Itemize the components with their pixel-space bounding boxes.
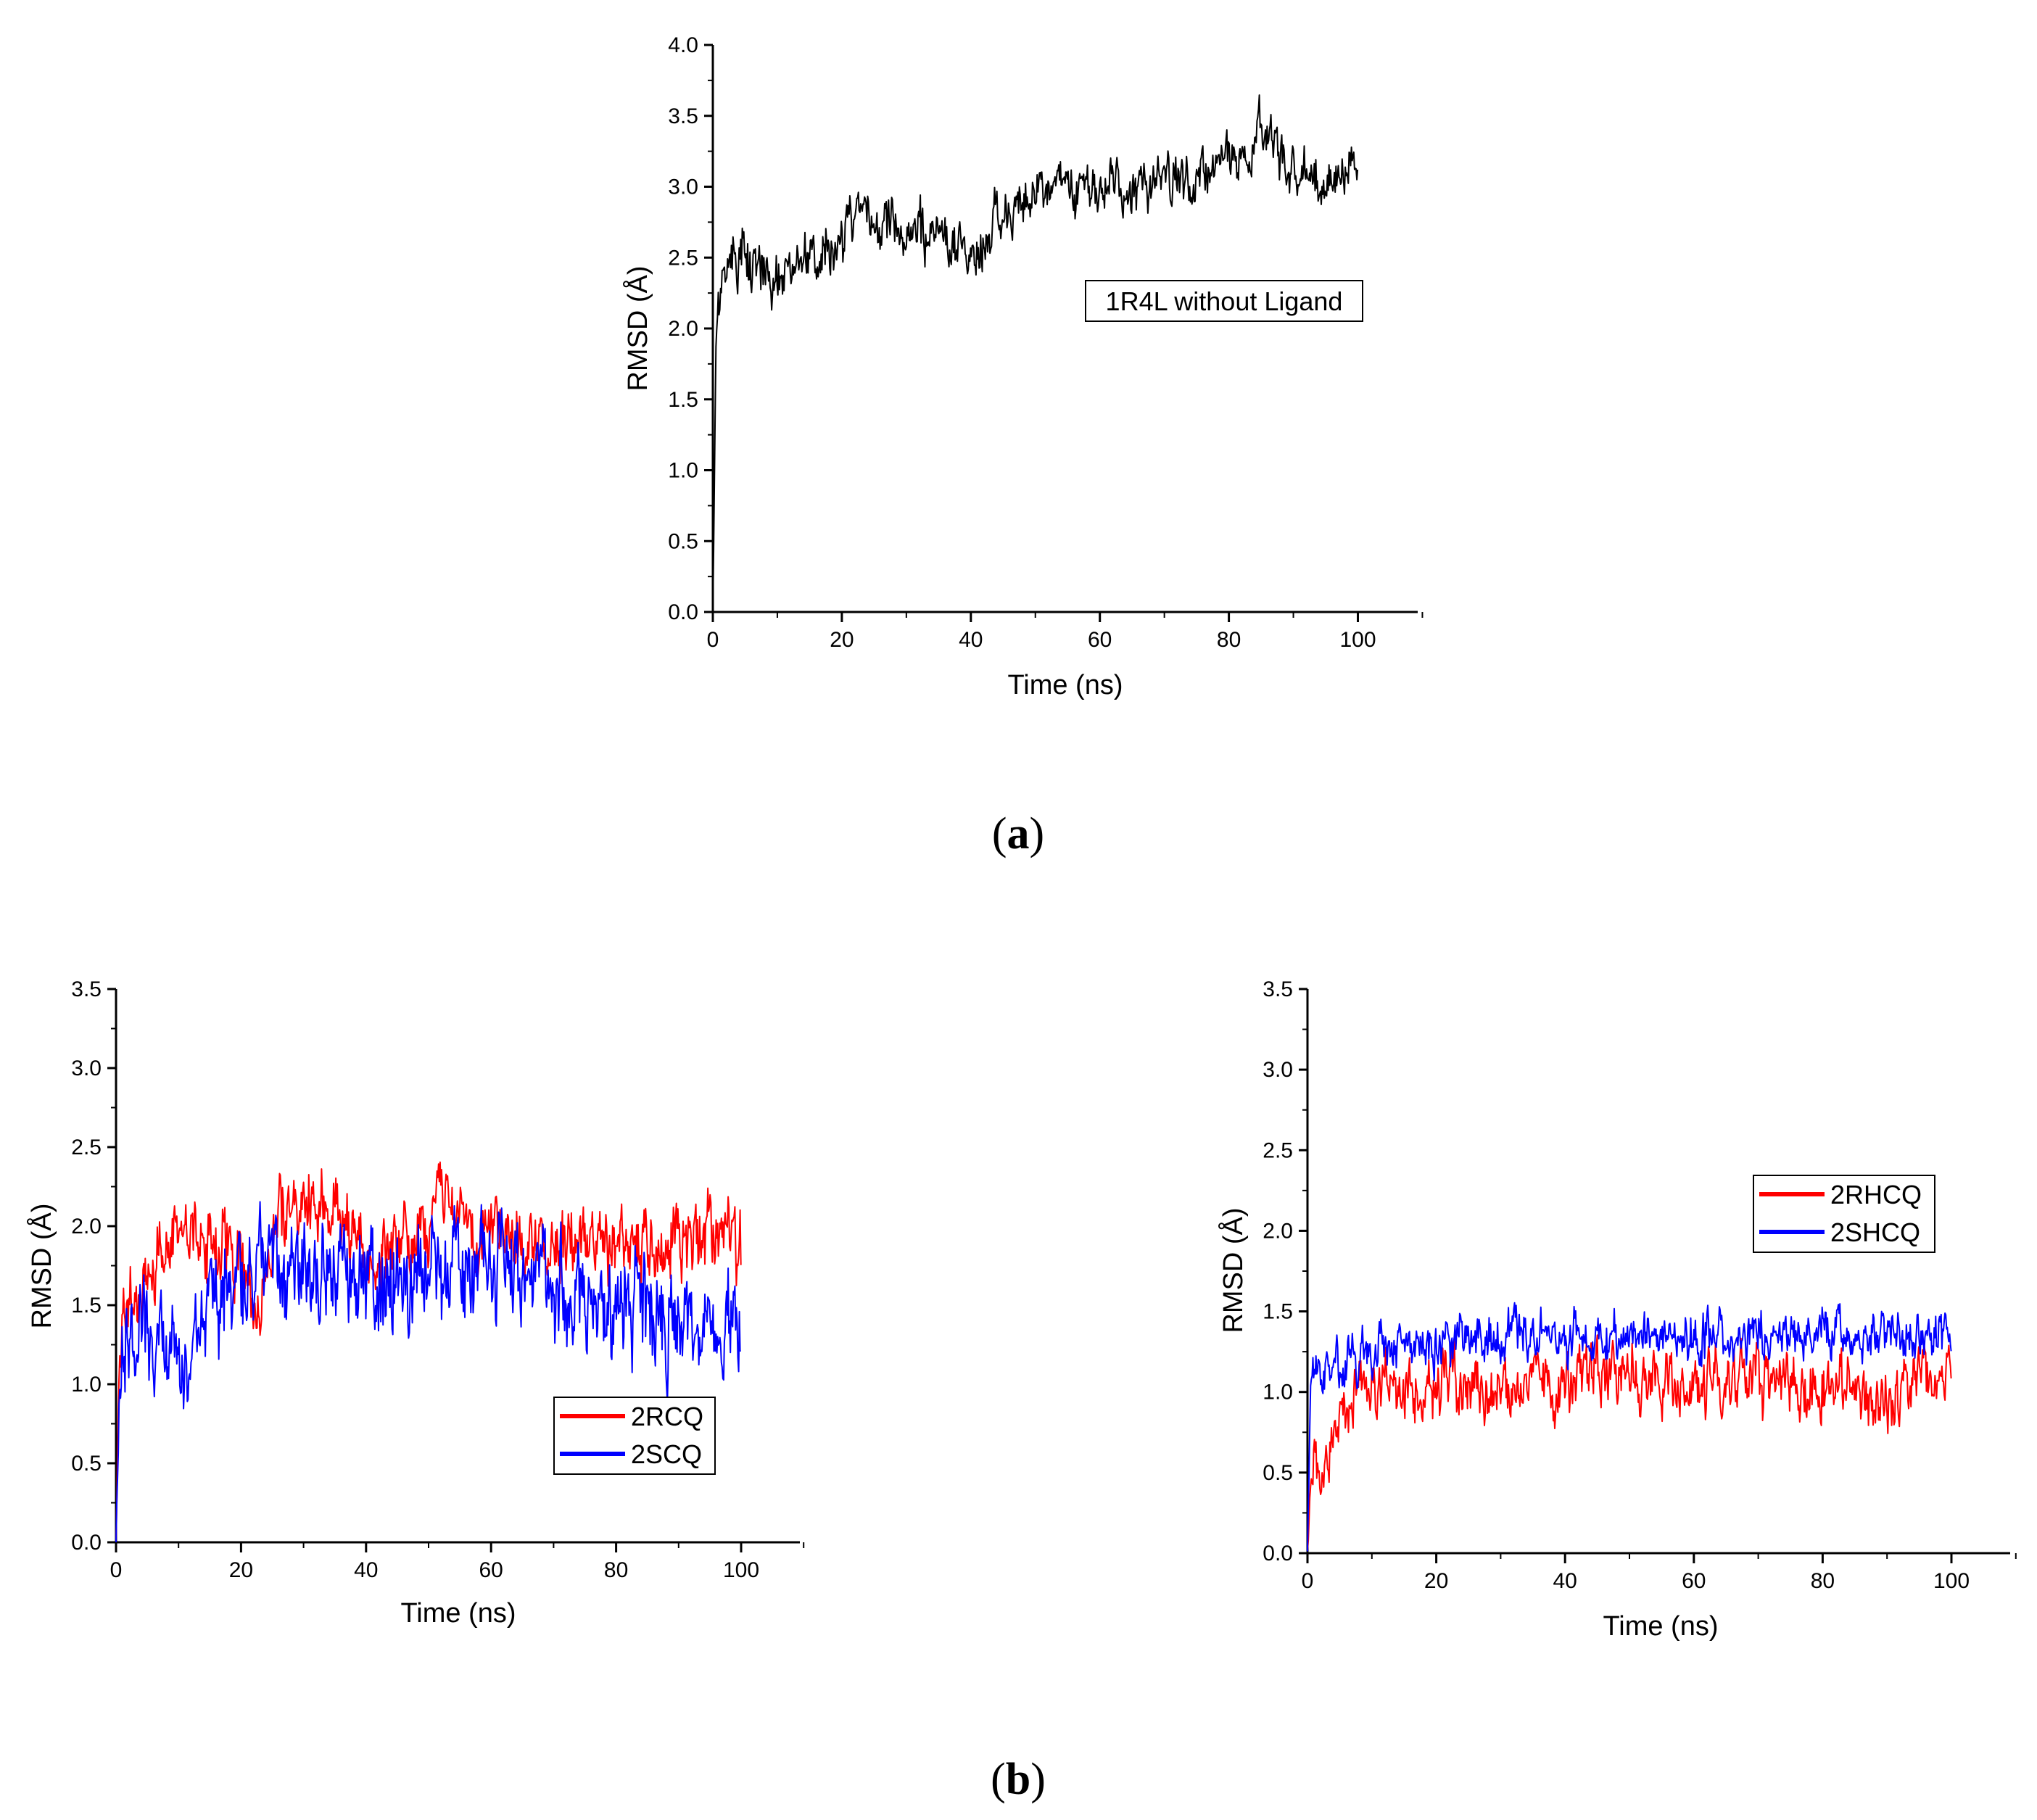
chart-b-left-legend-box [553,1397,716,1475]
panel-label-b: (b) [991,1755,1046,1804]
chart-a-y-tick-label: 0.5 [668,529,698,553]
chart-a-y-tick-label: 3.5 [668,104,698,128]
chart-a-y-tick-label: 0.0 [668,600,698,624]
chart-b-right-plot-area: 0.0 0.5 1.0 1.5 2.0 2.5 3.0 3.5 0 20 40 60 80 100 [1263,977,2017,1593]
panel-label-b-letter: b [1006,1755,1030,1804]
chart-b-right-series-line-2rhcq [1307,1334,1952,1551]
chart-a-x-tick-label: 40 [959,628,983,652]
chart-a-legend-label: 1R4L without Ligand [1106,286,1343,316]
chart-b-left-y-ticks: 0.0 0.5 1.0 1.5 2.0 2.5 3.0 3.5 [71,977,116,1555]
chart-b-right-y-ticks: 0.0 0.5 1.0 1.5 2.0 2.5 3.0 3.5 [1263,977,1307,1565]
chart-b-left-x-tick-label: 80 [604,1558,628,1582]
chart-b-left-y-axis-title: RMSD (Å) [25,1203,57,1328]
chart-b-right-series-line-2shcq [1307,1302,1952,1552]
chart-b-right-legend-label-2shcq: 2SHCQ [1830,1217,1920,1247]
chart-a-y-axis-title: RMSD (Å) [621,265,653,391]
chart-b-right-y-tick-label: 1.0 [1263,1381,1293,1405]
panel-label-b-close: ) [1030,1755,1046,1804]
chart-b-right-y-tick-label: 0.5 [1263,1461,1293,1485]
chart-b-right-x-tick-label: 20 [1424,1569,1448,1593]
chart-a-y-tick-label: 1.0 [668,459,698,483]
panel-label-a-letter: a [1007,809,1030,859]
chart-b-left-legend-label-2rcq: 2RCQ [631,1402,703,1431]
chart-b-right-x-tick-label: 80 [1811,1569,1835,1593]
chart-a-y-tick-label: 3.0 [668,175,698,199]
chart-b-right-y-tick-label: 0.0 [1263,1542,1293,1565]
chart-b-right-legend-box [1753,1175,1935,1253]
chart-a-legend: 1R4L without Ligand [1085,280,1363,322]
chart-b-right-series-group [1307,1302,1952,1552]
chart-b-left-x-tick-label: 20 [229,1558,253,1582]
chart-b-left-x-tick-label: 0 [110,1558,123,1582]
chart-a-y-tick-label: 2.0 [668,317,698,341]
chart-a-y-tick-label: 2.5 [668,246,698,270]
chart-b-right-x-tick-label: 100 [1933,1569,1970,1593]
chart-b-left-series-group [115,1161,742,1543]
chart-b-left-series-line-2rcq [115,1161,742,1543]
chart-b-right-x-tick-label: 0 [1302,1569,1314,1593]
chart-b-right: 0.0 0.5 1.0 1.5 2.0 2.5 3.0 3.5 0 20 40 60 80 100 Ti… [1217,977,2017,1642]
chart-b-left-x-tick-label: 100 [723,1558,759,1582]
chart-b-right-y-tick-label: 1.5 [1263,1300,1293,1324]
chart-b-right-x-tick-label: 60 [1682,1569,1706,1593]
chart-b-right-x-ticks: 0 20 40 60 80 100 [1302,1553,2017,1593]
chart-a-y-tick-label: 1.5 [668,388,698,412]
chart-b-right-y-tick-label: 2.5 [1263,1138,1293,1162]
chart-b-right-y-tick-label: 3.5 [1263,977,1293,1001]
chart-a-y-ticks: 0.0 0.5 1.0 1.5 2.0 2.5 3.0 3.5 4.0 [668,33,713,624]
chart-b-left-y-tick-label: 3.5 [71,977,102,1001]
chart-b-left-plot-area: 0.0 0.5 1.0 1.5 2.0 2.5 3.0 3.5 0 20 40 60 80 100 [71,977,805,1582]
panel-label-a-close: ) [1030,809,1045,859]
chart-a: 0.0 0.5 1.0 1.5 2.0 2.5 3.0 3.5 4.0 0 20 40 60 80 100… [621,33,1424,700]
chart-b-left: 0.0 0.5 1.0 1.5 2.0 2.5 3.0 3.5 0 20 40 60 80 100 Ti… [25,977,805,1629]
chart-b-right-y-axis-title: RMSD (Å) [1217,1207,1249,1333]
chart-b-left-y-tick-label: 0.0 [71,1531,102,1555]
chart-b-right-legend-label-2rhcq: 2RHCQ [1830,1180,1922,1209]
chart-b-left-legend-label-2scq: 2SCQ [631,1439,702,1469]
chart-b-left-x-tick-label: 40 [354,1558,378,1582]
chart-b-left-y-tick-label: 1.0 [71,1373,102,1397]
chart-b-left-y-tick-label: 2.0 [71,1215,102,1238]
chart-b-left-series-line-2scq [115,1201,742,1543]
chart-a-x-tick-label: 60 [1088,628,1112,652]
panel-label-a-open: ( [992,809,1007,859]
chart-b-left-x-tick-label: 60 [479,1558,503,1582]
chart-a-x-tick-label: 100 [1339,628,1376,652]
chart-b-left-y-tick-label: 0.5 [71,1452,102,1476]
chart-b-left-y-tick-label: 3.0 [71,1056,102,1080]
chart-a-x-axis-title: Time (ns) [1007,670,1123,700]
chart-a-plot-area: 0.0 0.5 1.0 1.5 2.0 2.5 3.0 3.5 4.0 0 20 40 60 80 100 [668,33,1424,652]
chart-b-left-y-tick-label: 2.5 [71,1136,102,1159]
chart-b-left-x-axis-title: Time (ns) [400,1598,516,1629]
chart-a-x-tick-label: 80 [1217,628,1241,652]
chart-b-right-y-tick-label: 3.0 [1263,1058,1293,1082]
chart-b-right-x-tick-label: 40 [1553,1569,1577,1593]
chart-b-right-legend: 2RHCQ 2SHCQ [1753,1175,1935,1253]
chart-a-series-line-1r4l-without-ligand [712,94,1359,611]
chart-b-left-y-tick-label: 1.5 [71,1294,102,1318]
chart-b-right-x-axis-title: Time (ns) [1603,1611,1718,1642]
chart-b-left-legend: 2RCQ 2SCQ [553,1397,716,1475]
chart-b-right-y-tick-label: 2.0 [1263,1219,1293,1243]
chart-a-y-tick-label: 4.0 [668,33,698,57]
chart-b-left-x-ticks: 0 20 40 60 80 100 [110,1542,805,1582]
chart-a-x-tick-label: 0 [707,628,719,652]
chart-a-x-ticks: 0 20 40 60 80 100 [707,612,1424,652]
chart-a-legend-box [1085,280,1363,322]
panel-label-a: (a) [992,809,1044,859]
chart-a-x-tick-label: 20 [830,628,854,652]
panel-label-b-open: ( [991,1755,1006,1804]
chart-a-series-group [712,94,1359,611]
